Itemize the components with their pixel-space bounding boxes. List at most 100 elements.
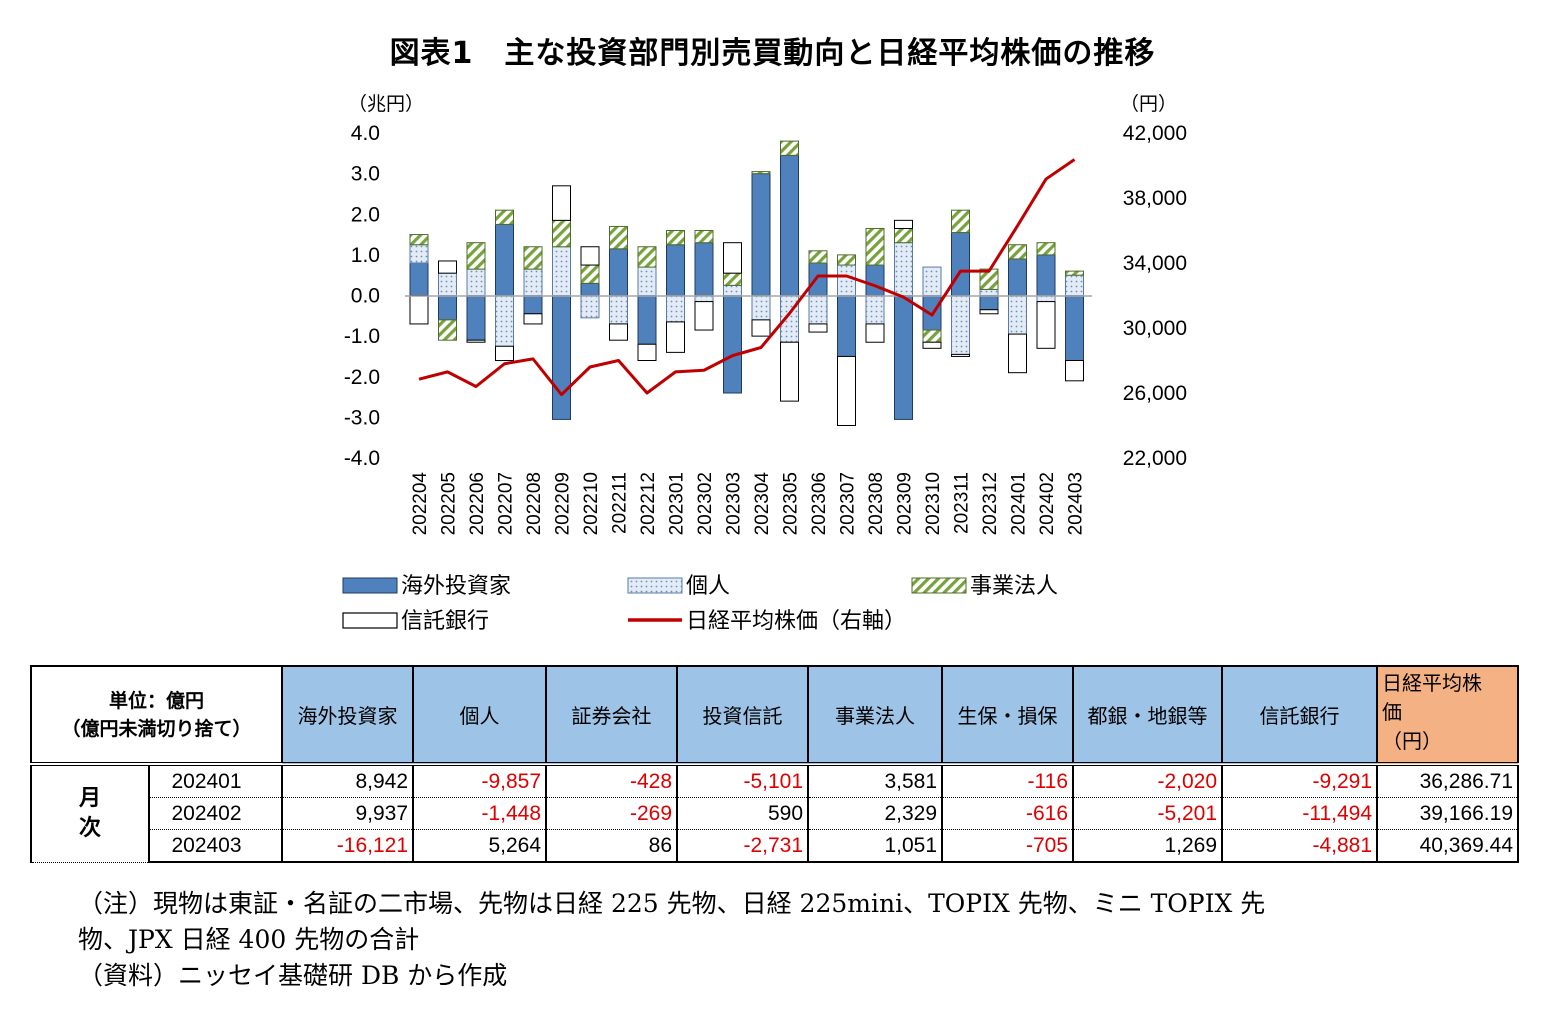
y-left-tick-label: -3.0 xyxy=(344,406,380,429)
y-left-axis: 4.0 3.0 2.0 1.0 0.0 -1.0 -2.0 -3.0 -4.0 xyxy=(344,122,380,470)
bar-trust xyxy=(723,242,742,274)
bar-corporate xyxy=(1008,244,1027,260)
nikkei-header-line3: （円） xyxy=(1382,729,1443,753)
x-tick-label: 202211 xyxy=(610,472,631,534)
bar-trust xyxy=(979,309,999,315)
x-tick-label: 202305 xyxy=(781,472,802,535)
bar-foreign xyxy=(979,295,999,311)
x-axis: 202204 202205 202206 202207 202208 202209 2022… xyxy=(410,472,1087,536)
x-tick-label: 202204 xyxy=(410,472,431,536)
bar-corporate xyxy=(552,219,571,248)
y-left-tick-label: 1.0 xyxy=(351,244,380,267)
x-tick-label: 202310 xyxy=(923,472,944,535)
table-header: 信託銀行 xyxy=(1221,665,1379,765)
row-group-line2: 次 xyxy=(78,815,101,841)
bar-foreign xyxy=(409,262,429,296)
table-header-row: 単位：億円 （億円未満切り捨て） 海外投資家 個人 証券会社 投資信託 事業法人… xyxy=(29,665,1520,765)
bar-corporate xyxy=(723,272,742,286)
table-row: 202403 -16,121 5,264 86 -2,731 1,051 -70… xyxy=(31,829,1520,863)
footnote-line: （注）現物は東証・名証の二市場、先物は日経 225 先物、日経 225mini、… xyxy=(78,889,1266,918)
table-cell: 5,264 xyxy=(412,829,548,863)
bar-foreign xyxy=(751,173,771,296)
table-header: 証券会社 xyxy=(545,665,679,765)
legend: 海外投資家 個人 事業法人 信託銀行 日経平均株価（右軸） xyxy=(342,574,1058,634)
bar-corporate xyxy=(837,254,856,266)
bar-trust xyxy=(922,341,942,349)
bar-foreign xyxy=(666,244,685,296)
footnote-line: 物、JPX 日経 400 先物の合計 xyxy=(78,925,420,954)
y-right-tick-label: 42,000 xyxy=(1123,122,1187,145)
bar-trust xyxy=(808,323,828,333)
bar-foreign xyxy=(1036,254,1056,296)
y-left-tick-label: 3.0 xyxy=(351,163,380,186)
y-right-tick-label: 34,000 xyxy=(1123,252,1187,275)
bar-corporate xyxy=(780,140,799,156)
bar-corporate xyxy=(894,227,913,244)
bar-individual xyxy=(438,272,457,296)
x-tick-label: 202208 xyxy=(524,472,545,535)
bar-trust xyxy=(1008,333,1027,374)
x-tick-label: 202307 xyxy=(838,472,859,535)
x-tick-label: 202306 xyxy=(809,472,830,535)
legend-swatch-foreign xyxy=(342,577,398,594)
bar-individual xyxy=(552,246,571,296)
table-header: 投資信託 xyxy=(676,665,810,765)
bar-individual xyxy=(409,244,429,264)
table-cell: -4,881 xyxy=(1221,829,1379,863)
table-header: 都銀・地銀等 xyxy=(1072,665,1224,765)
row-month: 202403 xyxy=(147,829,284,863)
legend-swatch-trust xyxy=(342,612,398,629)
x-tick-label: 202212 xyxy=(638,472,659,535)
legend-label-individual: 個人 xyxy=(686,574,730,599)
bar-foreign xyxy=(609,248,628,296)
bar-trust xyxy=(780,341,799,402)
table-cell: -2,731 xyxy=(676,829,810,863)
bar-trust xyxy=(438,260,457,274)
bar-corporate xyxy=(865,227,885,266)
table-cell: -16,121 xyxy=(281,829,415,863)
bar-corporate xyxy=(609,225,628,250)
table-unit-line1: 単位：億円 xyxy=(109,689,205,712)
x-tick-label: 202312 xyxy=(980,472,1001,535)
bar-individual xyxy=(1008,295,1027,335)
bar-foreign xyxy=(552,295,571,420)
table-cell: -116 xyxy=(941,762,1075,798)
investor-flow-chart: （兆円） （円） 4.0 3.0 2.0 1.0 0.0 -1.0 -2.0 -3.0 -4.0… xyxy=(342,93,1187,634)
bar-trust xyxy=(666,321,685,353)
bar-trust xyxy=(637,343,657,361)
table-cell: -9,857 xyxy=(412,762,548,798)
x-tick-label: 202304 xyxy=(752,472,773,536)
table-cell-nikkei: 40,369.44 xyxy=(1376,829,1520,863)
row-group-line1: 月 xyxy=(78,785,101,811)
bar-individual xyxy=(922,266,942,296)
y-left-tick-label: 0.0 xyxy=(351,285,380,308)
table-cell: -5,101 xyxy=(676,762,810,798)
legend-label-corporate: 事業法人 xyxy=(970,574,1058,599)
x-tick-label: 202302 xyxy=(695,472,716,535)
table-header: 個人 xyxy=(412,665,548,765)
bar-corporate xyxy=(580,264,600,284)
x-tick-label: 202309 xyxy=(895,472,916,535)
table-unit-line2: （億円未満切り捨て） xyxy=(61,717,252,740)
nikkei-line-path xyxy=(418,158,1076,397)
bar-foreign xyxy=(523,295,543,315)
x-tick-label: 202303 xyxy=(724,472,745,535)
y-right-tick-label: 26,000 xyxy=(1123,382,1187,405)
table-cell: -9,291 xyxy=(1221,762,1379,798)
bar-corporate xyxy=(637,246,657,268)
bar-corporate xyxy=(808,250,828,264)
table-cell: -5,201 xyxy=(1072,797,1224,830)
bar-individual xyxy=(865,295,885,325)
y-left-tick-label: 4.0 xyxy=(351,122,380,145)
table-cell: -269 xyxy=(545,797,679,830)
table-header: 生保・損保 xyxy=(941,665,1075,765)
bar-series xyxy=(409,140,1084,426)
x-tick-label: 202210 xyxy=(581,472,602,535)
row-group-label: 月 次 xyxy=(30,762,150,863)
chart-title: 図表1 主な投資部門別売買動向と日経平均株価の推移 xyxy=(389,36,1156,71)
table-header: 海外投資家 xyxy=(281,665,415,765)
footnote-line: （資料）ニッセイ基礎研 DB から作成 xyxy=(78,961,508,990)
bar-individual xyxy=(751,295,771,321)
x-tick-label: 202301 xyxy=(667,472,688,535)
y-right-tick-label: 38,000 xyxy=(1123,187,1187,210)
